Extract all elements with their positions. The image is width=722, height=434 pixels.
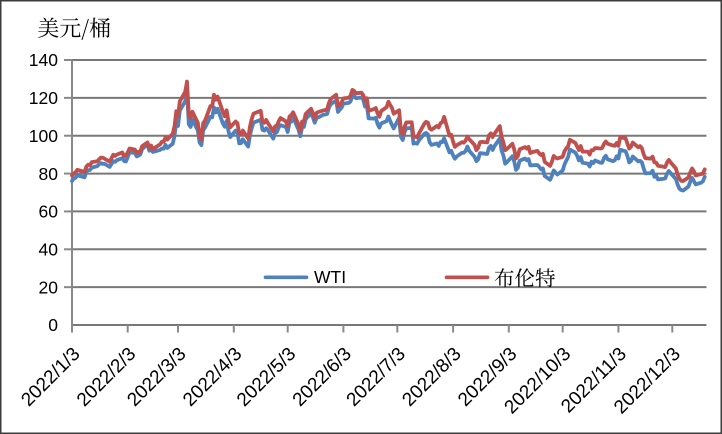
svg-text:60: 60 — [39, 202, 59, 222]
svg-text:120: 120 — [29, 88, 58, 108]
svg-text:WTI: WTI — [314, 267, 346, 287]
svg-text:0: 0 — [48, 315, 58, 335]
svg-text:140: 140 — [29, 50, 58, 70]
svg-text:80: 80 — [39, 164, 59, 184]
svg-text:40: 40 — [39, 240, 59, 260]
svg-text:100: 100 — [29, 126, 58, 146]
svg-text:20: 20 — [39, 277, 59, 297]
